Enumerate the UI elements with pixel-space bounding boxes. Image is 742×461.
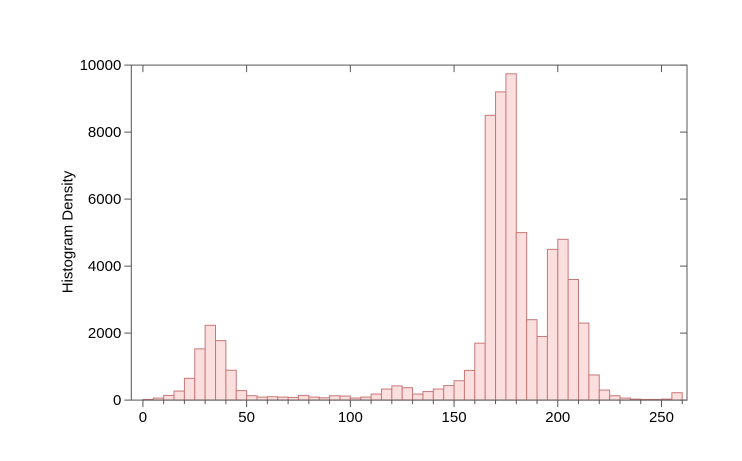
svg-text:6000: 6000 [88, 191, 121, 208]
svg-text:150: 150 [442, 409, 467, 426]
svg-text:250: 250 [649, 409, 674, 426]
svg-text:0: 0 [113, 392, 121, 409]
svg-text:200: 200 [545, 409, 570, 426]
svg-text:100: 100 [338, 409, 363, 426]
svg-text:8000: 8000 [88, 124, 121, 141]
svg-text:4000: 4000 [88, 258, 121, 275]
svg-text:0: 0 [139, 409, 147, 426]
svg-text:2000: 2000 [88, 325, 121, 342]
svg-text:10000: 10000 [80, 57, 122, 74]
svg-text:50: 50 [238, 409, 255, 426]
